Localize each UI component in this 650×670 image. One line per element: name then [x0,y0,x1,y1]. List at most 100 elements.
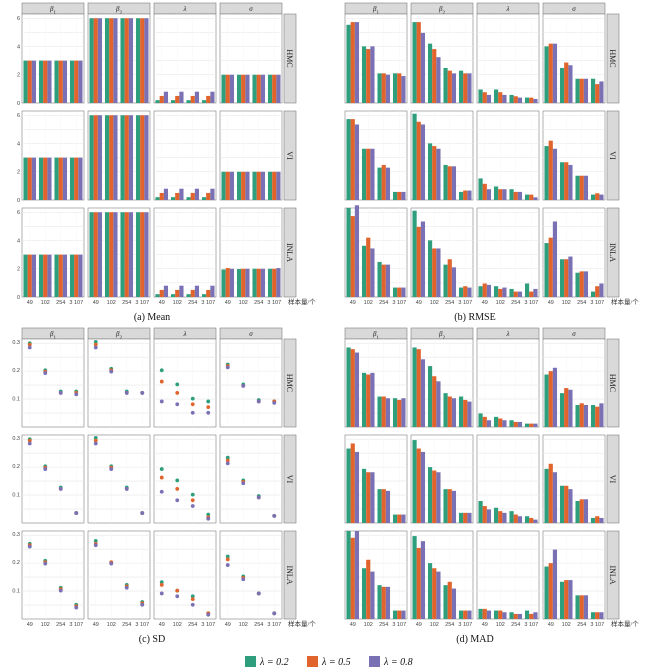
data-bar [568,256,573,297]
data-bar [245,268,250,297]
x-tick-label: 49 [93,300,99,306]
data-point [159,368,164,373]
data-point [206,612,211,617]
data-bar [575,595,580,619]
data-bar [190,95,195,103]
facet-panel [476,207,540,298]
data-bar [524,516,530,523]
x-tick-label: 254 [254,300,263,306]
data-bar [392,73,398,103]
data-point [225,554,230,559]
data-bar [252,268,257,297]
data-bar [595,516,600,523]
data-bar [552,148,558,200]
data-bar [155,100,160,103]
data-bar [533,288,538,297]
data-bar [443,164,448,200]
x-tick-label: 254 [122,300,131,306]
x-tick-label: 254 [188,300,197,306]
x-tick-label: 102 [239,300,248,306]
data-bar [144,18,149,103]
data-bar [135,212,141,297]
row-strip [283,13,297,104]
x-tick-label: 3 107 [267,300,281,306]
data-bar [458,287,464,297]
data-bar [392,514,398,523]
data-bar [206,192,211,200]
x-tick-label: 102 [430,622,439,628]
data-bar [443,393,448,427]
data-bar [486,94,492,103]
data-bar [416,448,421,523]
column-strip-label: λ [505,5,509,13]
data-bar [74,157,79,200]
data-bar [350,216,355,297]
data-bar [236,74,242,103]
x-tick-label: 102 [430,300,439,306]
data-bar [529,423,534,427]
data-bar [498,189,503,200]
data-bar [163,285,169,297]
data-point [27,441,32,446]
x-tick-label: 49 [27,300,33,306]
data-bar [397,610,402,619]
data-bar [595,286,600,297]
data-bar [190,192,195,200]
data-bar [401,398,406,427]
data-bar [467,190,472,200]
data-bar [482,183,487,200]
data-bar [436,148,441,200]
x-tick-label: 49 [225,300,231,306]
x-tick-label: 3 107 [135,300,149,306]
data-bar [179,188,184,200]
row-strip [606,530,620,620]
row-strip [283,530,297,620]
data-bar [97,212,103,297]
facet-panel [87,530,151,620]
x-tick-label: 254 [379,300,388,306]
data-point [225,557,230,562]
y-tick-label: 2 [17,170,20,176]
y-tick-label: 0.3 [12,436,20,442]
data-bar [109,115,114,200]
data-bar [47,157,52,200]
x-tick-label: 3 107 [201,622,215,628]
data-bar [346,208,351,297]
data-bar [78,157,83,200]
data-bar [509,612,514,619]
facet-panel [87,434,151,524]
data-bar [43,254,48,297]
data-bar [436,248,441,297]
data-bar [493,186,499,200]
data-bar [544,374,549,427]
data-bar [159,289,164,297]
data-bar [38,60,44,103]
x-tick-label: 49 [27,622,33,628]
facet-chart-4: β1 β2 λ σ HMC VI INLA 49 102 254 3 107 49 102 254 3 10… [344,327,639,645]
data-bar [544,468,549,523]
data-point [175,498,180,503]
x-tick-label: 3 107 [392,622,406,628]
data-bar [361,148,367,200]
row-strip [606,13,620,104]
data-bar [366,559,371,619]
data-bar [31,254,37,297]
data-bar [385,398,391,427]
data-point [175,487,180,491]
data-bar [229,268,235,297]
data-bar [599,283,604,297]
data-bar [381,396,386,427]
data-bar [548,140,553,200]
data-point [58,391,63,395]
data-bar [89,212,94,297]
data-point [93,339,98,344]
data-bar [140,212,145,297]
data-bar [346,119,351,200]
data-bar [350,349,355,427]
data-bar [104,18,110,103]
data-point [58,487,63,491]
data-bar [467,287,472,297]
data-bar [206,289,211,297]
data-bar [548,43,553,103]
data-bar [517,291,523,297]
